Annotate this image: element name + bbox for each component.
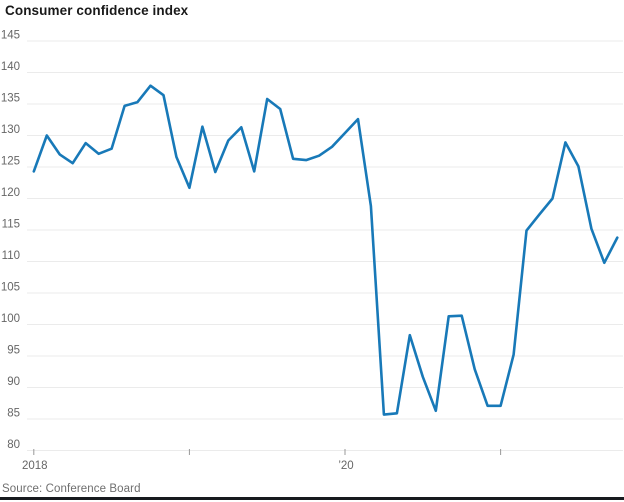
- y-axis-tick-label: 90: [7, 376, 20, 388]
- x-axis-tick-label: ’20: [338, 460, 353, 472]
- x-axis-tick-label: 2018: [22, 460, 48, 472]
- source-label: Source: Conference Board: [2, 483, 141, 495]
- y-axis-tick-label: 140: [1, 61, 20, 73]
- y-axis-tick-label: 95: [7, 345, 20, 357]
- y-axis-tick-label: 120: [1, 187, 20, 199]
- footer-divider: [0, 497, 624, 500]
- y-axis-tick-label: 85: [7, 408, 20, 420]
- y-axis-tick-label: 145: [1, 30, 20, 42]
- y-axis-tick-label: 125: [1, 156, 20, 168]
- confidence-index-line: [32, 84, 619, 416]
- y-axis-tick-label: 130: [1, 124, 20, 136]
- y-axis-tick-label: 105: [1, 282, 20, 294]
- y-axis-tick-label: 135: [1, 93, 20, 105]
- y-axis-tick-label: 115: [2, 219, 20, 231]
- y-axis-tick-label: 100: [1, 313, 20, 325]
- y-axis-tick-label: 110: [2, 250, 20, 262]
- chart-footer: Source: Conference Board: [0, 477, 624, 502]
- page-title: Consumer confidence index: [5, 3, 189, 18]
- line-chart: 80 85 90 95 100 105 110 115 120 125 130 135 140 145 20…: [1, 30, 623, 472]
- y-axis-tick-label: 80: [7, 439, 20, 451]
